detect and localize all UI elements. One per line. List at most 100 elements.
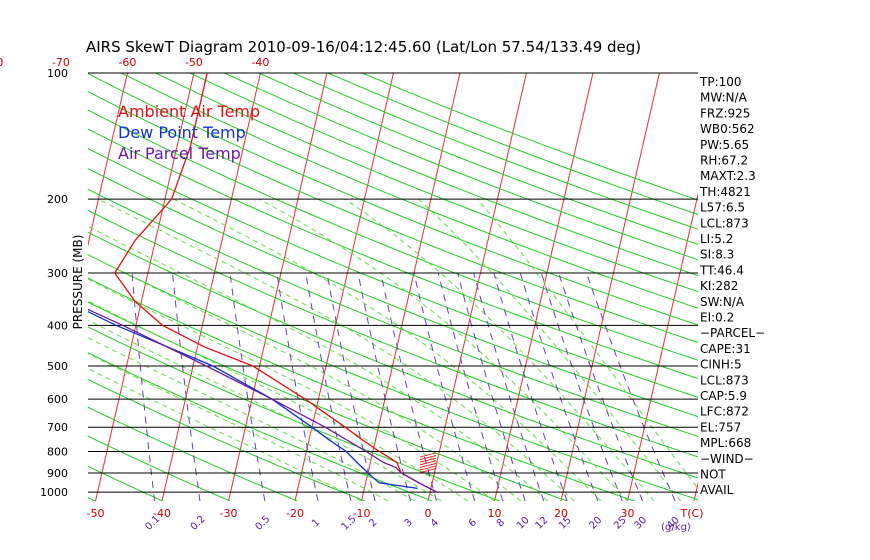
dry-adiabat-line bbox=[88, 73, 698, 326]
moist-adiabat-line bbox=[88, 368, 362, 501]
pressure-tick-label: 1000 bbox=[40, 486, 68, 499]
legend: Ambient Air Temp Dew Point Temp Air Parcel… bbox=[118, 102, 260, 163]
series-line bbox=[113, 73, 438, 493]
dry-adiabat-line bbox=[88, 209, 698, 458]
cin-hatch-line bbox=[419, 468, 437, 474]
pressure-tick-label: 300 bbox=[47, 267, 68, 280]
cin-hatch-line bbox=[419, 462, 437, 468]
mixing-ratio-tick-label: 1 bbox=[310, 517, 322, 529]
dry-adiabat-line bbox=[155, 73, 698, 293]
bottom-temp-tick-label: 20 bbox=[554, 507, 568, 520]
stats-line: AVAIL bbox=[700, 483, 734, 497]
isotherm-line bbox=[627, 192, 698, 501]
cin-hatch-line bbox=[419, 460, 437, 466]
isotherm-line bbox=[827, 73, 870, 501]
bottom-temp-tick-label: -20 bbox=[286, 507, 304, 520]
bottom-temp-tick-label: -50 bbox=[87, 507, 105, 520]
top-temp-tick-label: -70 bbox=[52, 56, 70, 69]
mixing-ratio-tick-label: 8 bbox=[495, 517, 507, 529]
mixing-ratio-line bbox=[540, 272, 623, 501]
dry-adiabat-line bbox=[88, 301, 568, 501]
pressure-tick-label: 600 bbox=[47, 393, 68, 406]
stats-line: FRZ:925 bbox=[700, 106, 750, 120]
legend-entry: Air Parcel Temp bbox=[118, 144, 241, 163]
moist-adiabat-line bbox=[477, 198, 698, 490]
mixing-ratio-tick-label: 4 bbox=[429, 517, 441, 529]
series-line bbox=[88, 308, 438, 493]
stats-line: LCL:873 bbox=[700, 216, 749, 230]
moist-adiabat-line bbox=[418, 198, 682, 501]
mixing-ratio-tick-label: 30 bbox=[632, 515, 649, 532]
moist-adiabat-line bbox=[98, 198, 575, 501]
isotherm-line bbox=[88, 73, 128, 247]
stats-line: NOT bbox=[700, 468, 726, 482]
stats-line: WB0:562 bbox=[700, 122, 755, 136]
cin-hatch-line bbox=[419, 455, 437, 461]
stats-line: SI:8.3 bbox=[700, 248, 734, 262]
isotherm-line bbox=[294, 73, 394, 501]
stats-line: LCL:873 bbox=[700, 373, 749, 387]
isotherm-line bbox=[494, 73, 594, 501]
pressure-tick-label: 900 bbox=[47, 467, 68, 480]
mixing-ratio-line bbox=[172, 272, 201, 501]
bottom-temp-tick-label: -10 bbox=[353, 507, 371, 520]
chart-title: AIRS SkewT Diagram 2010-09-16/04:12:45.6… bbox=[86, 38, 641, 56]
mixing-ratio-tick-label: 2 bbox=[367, 517, 379, 529]
dry-adiabat-line bbox=[88, 231, 698, 479]
stats-line: CINH:5 bbox=[700, 358, 742, 372]
stats-line: KI:282 bbox=[700, 279, 738, 293]
isotherm-line bbox=[161, 73, 261, 501]
dry-adiabat-line bbox=[258, 73, 698, 245]
dry-adiabat-line bbox=[88, 378, 365, 501]
moist-adiabat-line bbox=[88, 254, 522, 501]
dry-adiabat-line bbox=[293, 73, 698, 230]
bottom-temp-tick-label: -40 bbox=[153, 507, 171, 520]
pressure-tick-label: 800 bbox=[47, 446, 68, 459]
dry-adiabat-line bbox=[189, 73, 698, 277]
isotherm-line bbox=[95, 73, 195, 501]
isotherm-line bbox=[560, 73, 660, 501]
mixing-ratio-line bbox=[473, 272, 545, 501]
dry-adiabat-line bbox=[88, 168, 698, 418]
dry-adiabat-line bbox=[88, 188, 698, 437]
dry-adiabat-line bbox=[224, 73, 698, 261]
moist-adiabat-line bbox=[88, 337, 415, 501]
mixing-ratio-tick-label: 12 bbox=[534, 515, 551, 532]
mixing-ratio-line bbox=[493, 272, 568, 501]
stats-line: MAXT:2.3 bbox=[700, 169, 756, 183]
dry-adiabat-line bbox=[88, 91, 698, 343]
moist-adiabat-line bbox=[259, 198, 628, 501]
stats-line: LFC:872 bbox=[700, 405, 749, 419]
series-line bbox=[88, 310, 418, 490]
mixing-ratio-line bbox=[437, 272, 504, 501]
mixing-ratio-unit-label: (g/kg) bbox=[661, 522, 691, 533]
pressure-tick-label: 200 bbox=[47, 193, 68, 206]
stats-line: TT:46.4 bbox=[699, 263, 744, 277]
legend-entry: Dew Point Temp bbox=[118, 123, 246, 142]
stats-line: −WIND− bbox=[700, 452, 754, 466]
dry-adiabat-line bbox=[0, 73, 28, 501]
cin-hatch-line bbox=[419, 452, 437, 458]
moist-adiabat-line bbox=[88, 278, 495, 501]
mixing-ratio-line bbox=[380, 272, 438, 501]
top-temp-tick-label: -80 bbox=[0, 56, 3, 69]
top-temp-tick-label: -40 bbox=[251, 56, 269, 69]
top-temp-tick-label: -60 bbox=[118, 56, 136, 69]
stats-line: TP:100 bbox=[699, 75, 742, 89]
legend-entry: Ambient Air Temp bbox=[118, 102, 260, 121]
mixing-ratio-line bbox=[229, 272, 266, 501]
cin-hatch-line bbox=[419, 465, 437, 471]
pressure-tick-label: 400 bbox=[47, 319, 68, 332]
stats-line: TH:4821 bbox=[699, 185, 751, 199]
isotherm-line bbox=[0, 73, 61, 501]
dry-adiabat-line bbox=[120, 73, 698, 309]
stats-line: MW:N/A bbox=[700, 91, 748, 105]
moist-adiabat-line bbox=[88, 300, 469, 501]
mixing-ratio-line bbox=[457, 272, 526, 501]
mixing-ratio-line bbox=[413, 272, 476, 501]
stats-line: CAP:5.9 bbox=[700, 389, 747, 403]
profile-lines bbox=[88, 73, 438, 493]
temp-unit-label: T(C) bbox=[680, 507, 704, 520]
